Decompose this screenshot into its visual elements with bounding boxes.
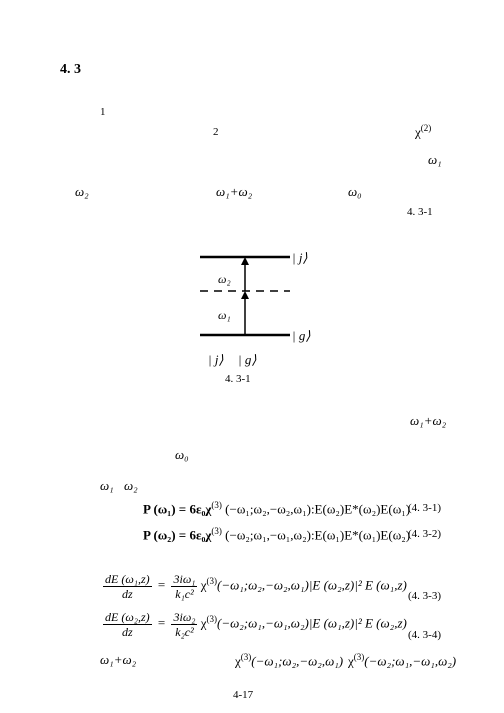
eq4-lhs-den: dz: [103, 625, 152, 639]
diagram-omega1: ω₁: [218, 308, 231, 323]
eq1-args: (−ω₁;ω₂,−ω₂,ω₁):E(ω₂)E*(ω₂)E(ω₁): [225, 501, 410, 516]
bottom-w1w2: ω₁+ω₂: [100, 652, 136, 668]
mid-w2: ω₂: [124, 478, 138, 494]
eq-4-3-4: dE (ω₂,z)dz = 3iω₂k₂c² χ(3)(−ω₂;ω₁,−ω₁,ω…: [103, 610, 407, 639]
ket-g-bottom: | g⟩: [238, 352, 256, 368]
eq3-num: (4. 3-3): [408, 590, 441, 602]
diagram-omega2: ω₂: [218, 272, 231, 287]
bottom-chi-b: χ(3)(−ω₂;ω₁,−ω₁,ω₂): [348, 652, 456, 669]
eq2-sup: (3): [211, 526, 222, 536]
omega2-left: ω₂: [75, 184, 89, 200]
fig-ref: 4. 3-1: [407, 206, 433, 218]
eq4-num: (4. 3-4): [408, 629, 441, 641]
eq4-rhs-den: k₂c²: [171, 625, 197, 639]
section-number: 4. 3: [60, 62, 81, 78]
page-number: 4-17: [233, 689, 253, 701]
eq4-lhs-num: dE (ω₂,z): [103, 610, 152, 625]
ket-j-right: | j⟩: [292, 250, 308, 266]
eq4-rhs-num: 3iω₂: [171, 610, 197, 625]
omega1-plus-omega2: ω₁+ω₂: [216, 184, 252, 200]
eq1-lhs: P (ω₁) = 6ε₀χ: [143, 501, 211, 516]
mid-w0: ω₀: [175, 447, 189, 463]
chi-a-sup: (3): [241, 652, 252, 662]
chi-b-sup: (3): [354, 652, 365, 662]
eq-4-3-2: P (ω₂) = 6ε₀χ(3) (−ω₂;ω₁,−ω₁,ω₂):E(ω₁)E*…: [143, 526, 410, 543]
body-num-2: 2: [213, 126, 219, 138]
eq3-rhs-num: 3iω₁: [171, 572, 197, 587]
mid-w1: ω₁: [100, 478, 114, 494]
eq2-args: (−ω₂;ω₁,−ω₁,ω₂):E(ω₁)E*(ω₁)E(ω₂): [225, 527, 410, 542]
eq1-sup: (3): [211, 500, 222, 510]
eq3-args: (−ω₁;ω₂,−ω₂,ω₁)|E (ω₂,z)|² E (ω₁,z): [217, 577, 407, 592]
eq2-lhs: P (ω₂) = 6ε₀χ: [143, 527, 211, 542]
ket-j-left: | j⟩: [208, 352, 224, 368]
eq4-lhs-frac: dE (ω₂,z)dz: [103, 610, 152, 639]
mid-w1w2: ω₁+ω₂: [410, 413, 446, 429]
chi-b-args: (−ω₂;ω₁,−ω₁,ω₂): [364, 653, 456, 668]
bottom-chi-a: χ(3)(−ω₁;ω₂,−ω₂,ω₁): [235, 652, 343, 669]
eq4-args: (−ω₂;ω₁,−ω₁,ω₂)|E (ω₁,z)|² E (ω₂,z): [217, 615, 407, 630]
chi2: χ(2): [415, 123, 431, 140]
eq3-lhs-den: dz: [103, 587, 152, 601]
eq3-rhs-frac: 3iω₁k₁c²: [171, 572, 197, 601]
eq-4-3-3: dE (ω₁,z)dz = 3iω₁k₁c² χ(3)(−ω₁;ω₂,−ω₂,ω…: [103, 572, 407, 601]
eq3-lhs-num: dE (ω₁,z): [103, 572, 152, 587]
eq1-num: (4. 3-1): [408, 502, 441, 514]
eq2-num: (4. 3-2): [408, 528, 441, 540]
eq3-sup: (3): [207, 576, 218, 586]
body-num-1: 1: [100, 106, 106, 118]
omega1-right: ω₁: [428, 152, 442, 168]
eq4-rhs-frac: 3iω₂k₂c²: [171, 610, 197, 639]
eq3-rhs-den: k₁c²: [171, 587, 197, 601]
eq4-eq: =: [155, 615, 168, 630]
ket-g-right: | g⟩: [292, 328, 310, 344]
eq3-eq: =: [155, 577, 168, 592]
eq-4-3-1: P (ω₁) = 6ε₀χ(3) (−ω₁;ω₂,−ω₂,ω₁):E(ω₂)E*…: [143, 500, 410, 517]
eq4-sup: (3): [207, 614, 218, 624]
omega0: ω₀: [348, 184, 362, 200]
chi-a-args: (−ω₁;ω₂,−ω₂,ω₁): [251, 653, 343, 668]
chi2-sup: (2): [421, 123, 432, 133]
diagram-caption: 4. 3-1: [225, 373, 251, 385]
eq3-lhs-frac: dE (ω₁,z)dz: [103, 572, 152, 601]
